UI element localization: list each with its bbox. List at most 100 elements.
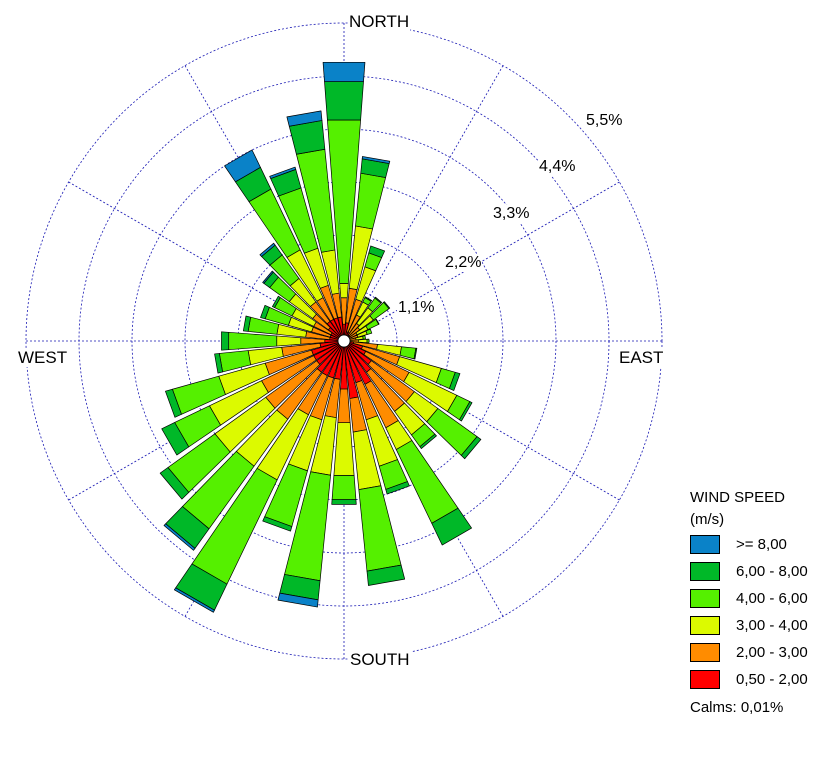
- sector-240-class-4: [161, 422, 190, 456]
- sector-40: [347, 296, 383, 338]
- sector-150-class-4: [431, 507, 472, 546]
- sector-10-class-3: [355, 172, 387, 230]
- east-label: EAST: [618, 348, 665, 367]
- sector-40-class-4: [374, 296, 383, 304]
- grid-spoke-60: [343, 181, 620, 342]
- sector-280: [242, 315, 339, 341]
- south-label: SOUTH: [349, 650, 411, 669]
- sector-180-class-3: [331, 475, 357, 500]
- sector-10: [344, 156, 391, 336]
- sector-60: [348, 318, 380, 339]
- ring-label-4: 4,4%: [538, 158, 577, 176]
- sector-200-class-4: [262, 516, 293, 532]
- west-label: WEST: [17, 348, 69, 367]
- sector-70: [348, 328, 373, 340]
- sector-100-class-3: [399, 346, 417, 360]
- legend-row: 4,00 - 6,00: [690, 585, 837, 612]
- sector-250-class-4: [165, 388, 182, 418]
- sector-190-class-5: [277, 592, 319, 608]
- sector-160-class-4: [385, 481, 410, 495]
- sector-230-class-4: [159, 467, 190, 500]
- sector-290-class-4: [260, 304, 270, 320]
- sector-30-class-4: [364, 296, 373, 302]
- legend-label: 6,00 - 8,00: [736, 563, 808, 580]
- sector-50-class-4: [383, 301, 391, 310]
- sector-290: [260, 304, 340, 340]
- sector-310-class-5: [262, 270, 274, 284]
- sector-110: [348, 342, 461, 391]
- sector-30: [346, 296, 373, 337]
- wind-petals: [159, 61, 482, 613]
- legend-label: 0,50 - 2,00: [736, 671, 808, 688]
- legend-row: 2,00 - 3,00: [690, 639, 837, 666]
- sector-20-class-4: [368, 245, 385, 258]
- calm-circle: [337, 334, 351, 348]
- sector-80-class-3: [362, 335, 366, 340]
- sector-140: [347, 344, 437, 449]
- legend-row: 0,50 - 2,00: [690, 666, 837, 693]
- sector-70-class-3: [365, 328, 373, 335]
- sector-280-class-4: [242, 315, 251, 332]
- sector-60-class-4: [375, 318, 380, 325]
- sector-310: [262, 270, 341, 338]
- legend-swatch: [690, 562, 720, 581]
- sector-260: [214, 341, 339, 374]
- sector-100: [349, 341, 418, 360]
- sector-90-class-2: [358, 338, 368, 344]
- sector-0: [322, 61, 366, 336]
- legend-row: 3,00 - 4,00: [690, 612, 837, 639]
- sector-330-class-5: [224, 149, 261, 183]
- legend-swatch: [690, 589, 720, 608]
- legend-title: WIND SPEED (m/s): [690, 489, 786, 528]
- calms-label: Calms: 0,01%: [690, 699, 784, 716]
- legend-rows: >= 8,00 6,00 - 8,00 4,00 - 6,00 3,00 - 4,00…: [690, 531, 837, 693]
- sector-170-class-3: [358, 485, 402, 572]
- ring-label-2: 2,2%: [444, 254, 483, 272]
- sector-180-class-1: [337, 388, 351, 424]
- ring-label-1: 1,1%: [397, 299, 436, 317]
- sector-100-class-4: [413, 347, 418, 360]
- sector-250: [165, 342, 340, 418]
- legend-swatch: [690, 670, 720, 689]
- sector-270-class-4: [221, 331, 230, 351]
- sector-110-class-4: [449, 371, 461, 391]
- sector-270-class-2: [276, 335, 302, 347]
- sector-0-class-5: [322, 61, 366, 82]
- sector-140-class-4: [419, 433, 437, 449]
- sector-0-class-2: [339, 282, 349, 299]
- sector-340: [269, 166, 343, 337]
- sector-240: [161, 343, 340, 456]
- sector-260-class-4: [214, 353, 223, 374]
- center-marker: [337, 334, 351, 348]
- legend-label: 2,00 - 3,00: [736, 644, 808, 661]
- ring-label-5: 5,5%: [585, 112, 624, 130]
- legend: WIND SPEED (m/s) >= 8,00 6,00 - 8,00 4,00 …: [690, 487, 837, 716]
- north-label: NORTH: [348, 12, 411, 31]
- sector-10-class-5: [361, 156, 391, 164]
- sector-230: [159, 344, 341, 500]
- grid-spoke-30: [343, 65, 504, 342]
- sector-150: [346, 345, 472, 546]
- sector-340-class-5: [269, 166, 297, 179]
- legend-swatch: [690, 643, 720, 662]
- sector-160: [345, 345, 410, 495]
- sector-0-class-4: [324, 81, 364, 121]
- sector-120-class-4: [459, 401, 473, 422]
- sector-270: [221, 331, 339, 351]
- legend-row: 6,00 - 8,00: [690, 558, 837, 585]
- sector-210: [173, 345, 342, 613]
- sector-210-class-5: [173, 587, 215, 613]
- sector-300-class-4: [272, 295, 281, 308]
- ring-label-3: 3,3%: [492, 205, 531, 223]
- sector-20: [345, 245, 385, 337]
- sector-200: [262, 345, 343, 532]
- legend-label: 3,00 - 4,00: [736, 617, 808, 634]
- legend-label: >= 8,00: [736, 536, 787, 553]
- sector-130-class-4: [460, 436, 482, 460]
- sector-350-class-5: [286, 110, 323, 127]
- legend-label: 4,00 - 6,00: [736, 590, 808, 607]
- sector-320-class-5: [259, 242, 276, 257]
- sector-120: [348, 343, 473, 422]
- sector-180-class-4: [331, 499, 357, 505]
